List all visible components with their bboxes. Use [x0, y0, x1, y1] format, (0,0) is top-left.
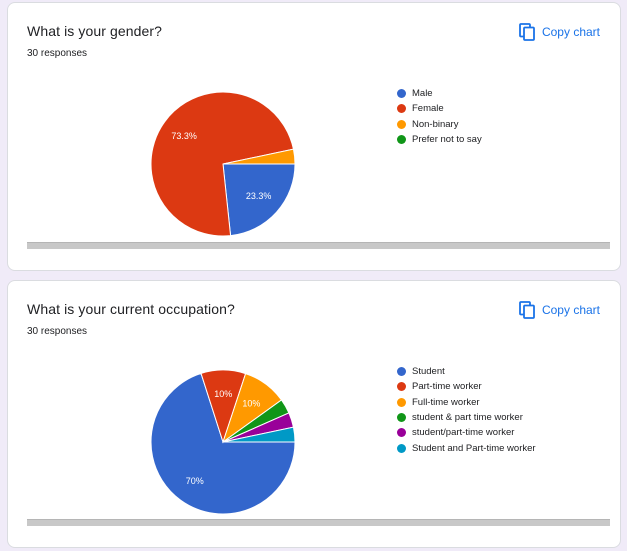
- legend-label: Prefer not to say: [412, 134, 482, 146]
- occupation-legend: Student Part-time worker Full-time worker s…: [397, 364, 536, 456]
- slice-label-part-time-worker: 10%: [214, 389, 232, 399]
- response-count: 30 responses: [27, 326, 88, 337]
- horizontal-scrollbar[interactable]: [27, 242, 610, 249]
- legend-swatch: [397, 119, 406, 129]
- legend-label: Male: [412, 88, 433, 100]
- legend-item-student: Student: [397, 364, 536, 379]
- legend-item-student-part-time-worker: student & part time worker: [397, 410, 536, 425]
- slice-label-male: 23.3%: [246, 191, 272, 201]
- legend-swatch: [397, 413, 406, 423]
- occupation-pie-chart: 70% 10% 10%: [150, 369, 296, 515]
- legend-swatch: [397, 397, 406, 407]
- copy-icon: [519, 301, 535, 319]
- question-title: What is your gender?: [27, 23, 163, 39]
- slice-label-full-time-worker: 10%: [242, 398, 260, 408]
- legend-swatch: [397, 89, 406, 99]
- legend-item-female: Female: [397, 101, 482, 116]
- pie-slice-student-and-part-time-worker: [222, 426, 296, 443]
- copy-chart-button[interactable]: Copy chart: [519, 299, 600, 321]
- question-title: What is your current occupation?: [27, 301, 235, 317]
- legend-swatch: [397, 104, 406, 114]
- legend-label: Student: [412, 366, 445, 378]
- pie-slice-male: [222, 163, 296, 237]
- legend-item-student-part-time-worker: student/part-time worker: [397, 425, 536, 440]
- legend-swatch: [397, 443, 406, 453]
- legend-label: Part-time worker: [412, 381, 482, 393]
- gender-pie-chart: 23.3% 73.3%: [150, 91, 296, 237]
- horizontal-scrollbar[interactable]: [27, 519, 610, 526]
- gender-question-card: What is your gender? 30 responses Copy c…: [7, 2, 621, 271]
- slice-label-student: 70%: [186, 476, 204, 486]
- legend-item-non-binary: Non-binary: [397, 117, 482, 132]
- slice-label-female: 73.3%: [171, 131, 197, 141]
- legend-item-student-and-part-time-worker: Student and Part-time worker: [397, 440, 536, 455]
- legend-label: student/part-time worker: [412, 427, 515, 439]
- legend-swatch: [397, 428, 406, 438]
- legend-label: Non-binary: [412, 118, 459, 130]
- gender-legend: Male Female Non-binary Prefer not to say: [397, 86, 482, 147]
- legend-swatch: [397, 382, 406, 392]
- copy-chart-label: Copy chart: [541, 303, 600, 317]
- pie-slice-student: [150, 372, 296, 515]
- response-count: 30 responses: [27, 48, 88, 59]
- copy-icon: [519, 23, 535, 41]
- legend-item-part-time-worker: Part-time worker: [397, 379, 536, 394]
- legend-label: Full-time worker: [412, 396, 480, 408]
- copy-chart-button[interactable]: Copy chart: [519, 21, 600, 43]
- legend-label: student & part time worker: [412, 412, 523, 424]
- pie-slice-female: [150, 91, 295, 237]
- legend-item-full-time-worker: Full-time worker: [397, 395, 536, 410]
- legend-item-prefer-not-to-say: Prefer not to say: [397, 132, 482, 147]
- legend-swatch: [397, 367, 406, 377]
- legend-swatch: [397, 135, 406, 145]
- legend-label: Female: [412, 103, 444, 115]
- legend-label: Student and Part-time worker: [412, 442, 536, 454]
- occupation-question-card: What is your current occupation? 30 resp…: [7, 280, 621, 548]
- legend-item-male: Male: [397, 86, 482, 101]
- copy-chart-label: Copy chart: [541, 25, 600, 39]
- pie-slice-non-binary: [222, 148, 296, 165]
